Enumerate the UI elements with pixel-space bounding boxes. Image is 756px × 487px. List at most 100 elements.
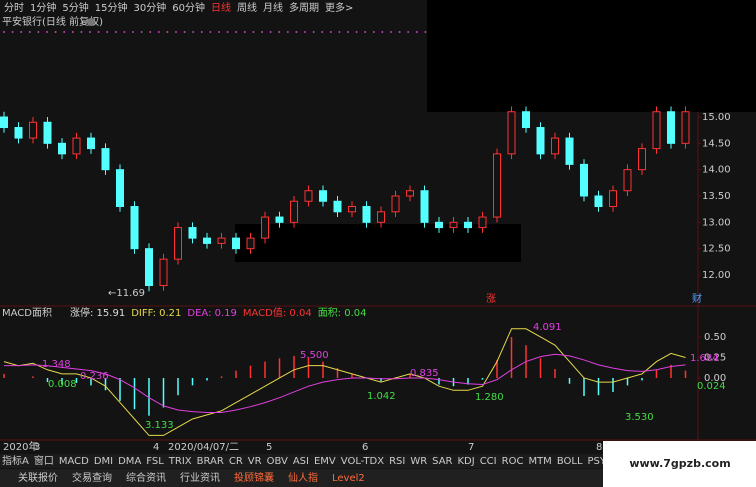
indicator-tab[interactable]: SAR: [432, 456, 452, 467]
candle-body: [217, 237, 226, 244]
low-label: ←11.69: [108, 288, 145, 299]
menu-item[interactable]: 15分钟: [95, 1, 128, 14]
indicator-tab[interactable]: 指标A: [2, 454, 29, 467]
candle-body: [130, 206, 139, 250]
indicator-tab[interactable]: PSY: [588, 456, 607, 467]
candle-body: [609, 190, 617, 208]
indicator-tab[interactable]: BOLL: [557, 456, 583, 467]
bottom-tab[interactable]: 关联报价: [18, 471, 58, 484]
title-icon[interactable]: [87, 18, 95, 26]
indicator-tab[interactable]: DMI: [94, 456, 113, 467]
candle-body: [232, 237, 240, 250]
x-axis-label: 5: [266, 442, 272, 453]
indicator-tab[interactable]: VR: [248, 456, 262, 467]
signal-dot: [140, 31, 143, 33]
y-tick-label: 0.25: [704, 352, 726, 363]
indicator-tab[interactable]: KDJ: [457, 456, 474, 467]
candle-body: [493, 153, 501, 218]
macd-header: 涨停: 15.91: [70, 306, 125, 319]
candle-body: [667, 111, 675, 144]
indicator-tab[interactable]: MACD: [59, 456, 89, 467]
bottom-tab[interactable]: 行业资讯: [180, 471, 220, 484]
menu-item[interactable]: 更多>: [325, 1, 353, 14]
macd-annotation: 0.024: [697, 381, 726, 392]
menu-item[interactable]: 日线: [211, 1, 231, 14]
menu-item[interactable]: 30分钟: [133, 1, 166, 14]
chart-title: 平安银行(日线 前复权): [2, 15, 103, 28]
menu-item[interactable]: 分时: [4, 2, 24, 14]
candle-body: [565, 137, 574, 165]
indicator-tab[interactable]: DMA: [118, 456, 141, 467]
bottom-tab[interactable]: Level2: [332, 473, 365, 484]
signal-dot: [390, 31, 392, 33]
signal-dot: [415, 31, 418, 33]
candle-body: [87, 137, 95, 150]
candle-body: [43, 121, 52, 144]
indicator-tab[interactable]: BRAR: [197, 456, 224, 467]
macd-annotation: 0.236: [80, 371, 109, 382]
macd-annotation: 3.133: [145, 420, 174, 431]
indicator-tab[interactable]: EMV: [314, 456, 336, 467]
indicator-tab[interactable]: OBV: [267, 456, 288, 467]
candle-body: [478, 216, 487, 229]
indicator-tab[interactable]: ASI: [293, 456, 309, 467]
y-tick-label: 14.50: [702, 138, 731, 149]
y-tick-label: 14.00: [702, 165, 731, 176]
signal-dot: [28, 31, 31, 33]
bottom-tab[interactable]: 综合资讯: [126, 471, 166, 484]
indicator-tab[interactable]: FSL: [146, 456, 164, 467]
menu-item[interactable]: 1分钟: [30, 1, 56, 14]
indicator-tab[interactable]: CCI: [480, 456, 497, 467]
indicator-tab[interactable]: CR: [229, 456, 243, 467]
signal-dot: [295, 31, 298, 33]
y-tick-label: 0.00: [704, 373, 726, 384]
signal-dot: [20, 31, 23, 33]
indicator-tab[interactable]: TRIX: [168, 456, 192, 467]
indicator-tab[interactable]: ROC: [502, 456, 524, 467]
macd-dea-line: [4, 353, 686, 413]
indicator-tab[interactable]: MTM: [528, 456, 551, 467]
menu-item[interactable]: 多周期: [289, 1, 319, 14]
candle-body: [522, 111, 530, 129]
signal-dot: [372, 31, 375, 33]
bottom-tab[interactable]: 仙人指: [288, 471, 318, 484]
candle-body: [551, 137, 559, 155]
signal-dot: [166, 31, 169, 33]
signal-dot: [80, 31, 83, 33]
signal-dot: [304, 31, 306, 33]
candle-body: [14, 127, 23, 139]
bottom-tab[interactable]: 投顾锦囊: [234, 471, 274, 484]
candle-body: [638, 148, 646, 171]
candle-body: [435, 221, 443, 229]
indicator-tab[interactable]: RSI: [389, 456, 405, 467]
bottom-tab[interactable]: 交易查询: [72, 471, 112, 484]
candle-body: [420, 190, 429, 223]
candle-body: [246, 237, 255, 250]
y-tick-label: 15.00: [702, 112, 731, 123]
menu-item[interactable]: 周线: [237, 1, 257, 14]
indicator-tab[interactable]: VOL-TDX: [341, 456, 384, 467]
macd-diff-line: [3, 328, 686, 436]
signal-dot: [269, 31, 272, 33]
tabbar: [0, 469, 756, 487]
macd-annotation: 5.500: [300, 350, 329, 361]
signal-dot: [338, 31, 341, 33]
signal-dot: [209, 31, 212, 33]
candle-body: [652, 111, 661, 150]
candle-body: [536, 127, 545, 155]
menu-item[interactable]: 60分钟: [172, 1, 205, 14]
indicator-tab[interactable]: 窗口: [34, 454, 54, 467]
signal-dot: [89, 31, 91, 33]
signal-dot: [312, 31, 315, 33]
signal-dot: [200, 31, 203, 33]
toolbar: [0, 454, 756, 468]
signal-dot: [278, 31, 281, 33]
signal-dot: [106, 31, 109, 33]
candle-body: [681, 111, 690, 144]
menu-item[interactable]: 月线: [263, 1, 283, 14]
candle-body: [623, 169, 632, 192]
indicator-tab[interactable]: WR: [410, 456, 427, 467]
macd-annotation: 0.835: [410, 368, 439, 379]
menu-item[interactable]: 5分钟: [62, 1, 88, 14]
